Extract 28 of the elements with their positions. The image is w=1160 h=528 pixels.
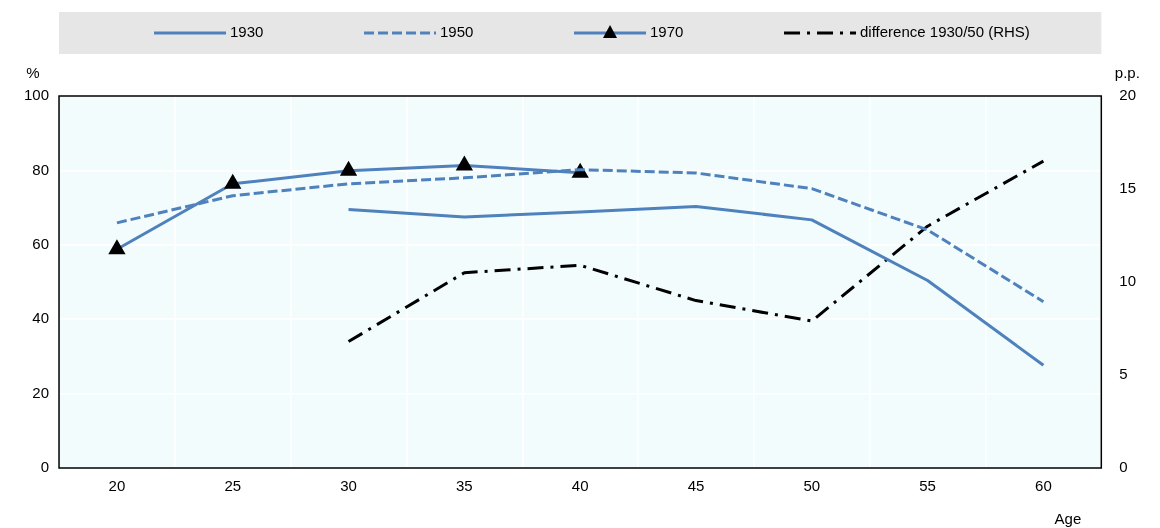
legend-label: 1950 <box>440 23 474 41</box>
x-tick-label: 25 <box>224 477 242 495</box>
legend-label: 1970 <box>650 23 684 41</box>
x-tick-label: 50 <box>803 477 821 495</box>
x-tick-label: 40 <box>571 477 589 495</box>
y2-tick-label: 10 <box>1119 272 1136 290</box>
y-tick-label: 60 <box>32 234 50 252</box>
x-tick-label: 30 <box>340 477 357 495</box>
x-tick-label: 60 <box>1035 477 1052 495</box>
line-series <box>347 159 1045 344</box>
y2-tick-label: 0 <box>1119 458 1128 476</box>
y-tick-label: 40 <box>32 309 50 327</box>
x-tick-label: 35 <box>456 477 473 495</box>
y2-axis-title: p.p. <box>1114 64 1140 81</box>
y2-tick-label: 5 <box>1119 365 1128 383</box>
y-axis-title: % <box>26 64 40 81</box>
y-tick-label: 20 <box>32 383 50 401</box>
x-tick-label: 55 <box>919 477 936 495</box>
x-tick-label: 45 <box>687 477 705 495</box>
y-tick-label: 100 <box>24 86 50 104</box>
y-tick-label: 0 <box>40 458 50 476</box>
x-tick-label: 20 <box>108 477 126 495</box>
legend-label: 1930 <box>230 23 264 41</box>
y2-tick-label: 20 <box>1119 86 1136 104</box>
y-tick-label: 80 <box>32 160 50 178</box>
x-axis-title: Age <box>1054 510 1082 527</box>
legend-label: difference 1930/50 (RHS) <box>860 23 1030 41</box>
y2-tick-label: 15 <box>1119 179 1136 197</box>
